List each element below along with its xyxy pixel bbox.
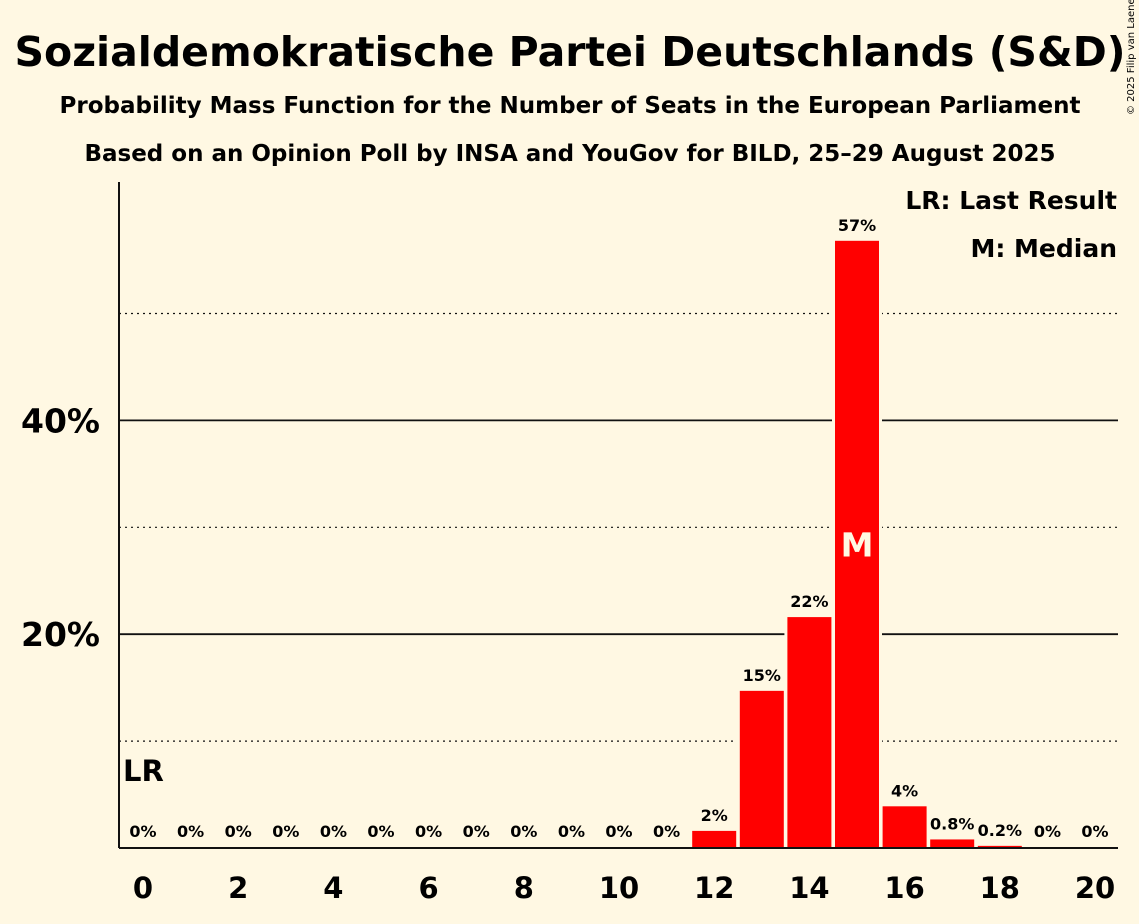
bar-13 bbox=[739, 690, 784, 848]
data-label-1: 0% bbox=[177, 822, 204, 841]
data-label-6: 0% bbox=[415, 822, 442, 841]
data-label-9: 0% bbox=[558, 822, 585, 841]
x-tick-label-14: 14 bbox=[789, 871, 829, 905]
bar-12 bbox=[692, 830, 737, 848]
bar-16 bbox=[882, 806, 927, 848]
copyright-notice: © 2025 Filip van Laenen bbox=[1126, 0, 1137, 115]
data-label-8: 0% bbox=[510, 822, 537, 841]
data-label-14: 22% bbox=[790, 592, 828, 611]
data-label-16: 4% bbox=[891, 781, 918, 800]
x-tick-label-12: 12 bbox=[694, 871, 734, 905]
data-label-4: 0% bbox=[320, 822, 347, 841]
data-label-5: 0% bbox=[367, 822, 394, 841]
data-labels: 0% 0% 0% 0% 0% 0% 0% 0% 0% 0% 0% 0% 2% 15% 22% 57% 4% 0.8… bbox=[123, 216, 1109, 841]
x-tick-label-20: 20 bbox=[1075, 871, 1115, 905]
x-tick-label-10: 10 bbox=[599, 871, 639, 905]
data-label-18: 0.2% bbox=[978, 821, 1022, 840]
data-label-11: 0% bbox=[653, 822, 680, 841]
data-label-17: 0.8% bbox=[930, 814, 974, 833]
chart-subtitle: Probability Mass Function for the Number… bbox=[60, 93, 1081, 119]
bar-17 bbox=[930, 839, 975, 848]
x-tick-label-0: 0 bbox=[133, 871, 153, 905]
x-tick-label-2: 2 bbox=[228, 871, 248, 905]
data-label-10: 0% bbox=[605, 822, 632, 841]
data-label-15: 57% bbox=[838, 216, 876, 235]
x-tick-label-16: 16 bbox=[884, 871, 924, 905]
y-tick-label-40: 40% bbox=[21, 401, 100, 440]
data-label-3: 0% bbox=[272, 822, 299, 841]
data-label-0: 0% bbox=[129, 822, 156, 841]
chart-subtitle-source: Based on an Opinion Poll by INSA and You… bbox=[84, 141, 1055, 167]
bar-18 bbox=[977, 845, 1022, 848]
data-label-12: 2% bbox=[701, 806, 728, 825]
data-label-2: 0% bbox=[225, 822, 252, 841]
median-marker: M bbox=[841, 525, 874, 564]
x-tick-label-8: 8 bbox=[514, 871, 534, 905]
x-tick-label-18: 18 bbox=[980, 871, 1020, 905]
bars bbox=[689, 237, 1025, 849]
x-tick-label-6: 6 bbox=[419, 871, 439, 905]
last-result-marker: LR bbox=[123, 754, 164, 788]
legend-last-result: LR: Last Result bbox=[905, 186, 1117, 215]
y-tick-label-20: 20% bbox=[21, 615, 100, 654]
chart-title: Sozialdemokratische Partei Deutschlands … bbox=[15, 28, 1126, 76]
axes: 20% 40% 0 2 4 6 8 10 12 14 16 18 20 bbox=[21, 182, 1118, 905]
data-label-20: 0% bbox=[1081, 822, 1108, 841]
data-label-19: 0% bbox=[1034, 822, 1061, 841]
bar-halo-18 bbox=[974, 842, 1025, 848]
grid bbox=[119, 312, 1118, 742]
x-tick-label-4: 4 bbox=[323, 871, 343, 905]
data-label-7: 0% bbox=[463, 822, 490, 841]
bar-15 bbox=[835, 240, 879, 849]
bar-14 bbox=[787, 617, 832, 848]
legend-median: M: Median bbox=[970, 234, 1117, 263]
data-label-13: 15% bbox=[743, 666, 781, 685]
